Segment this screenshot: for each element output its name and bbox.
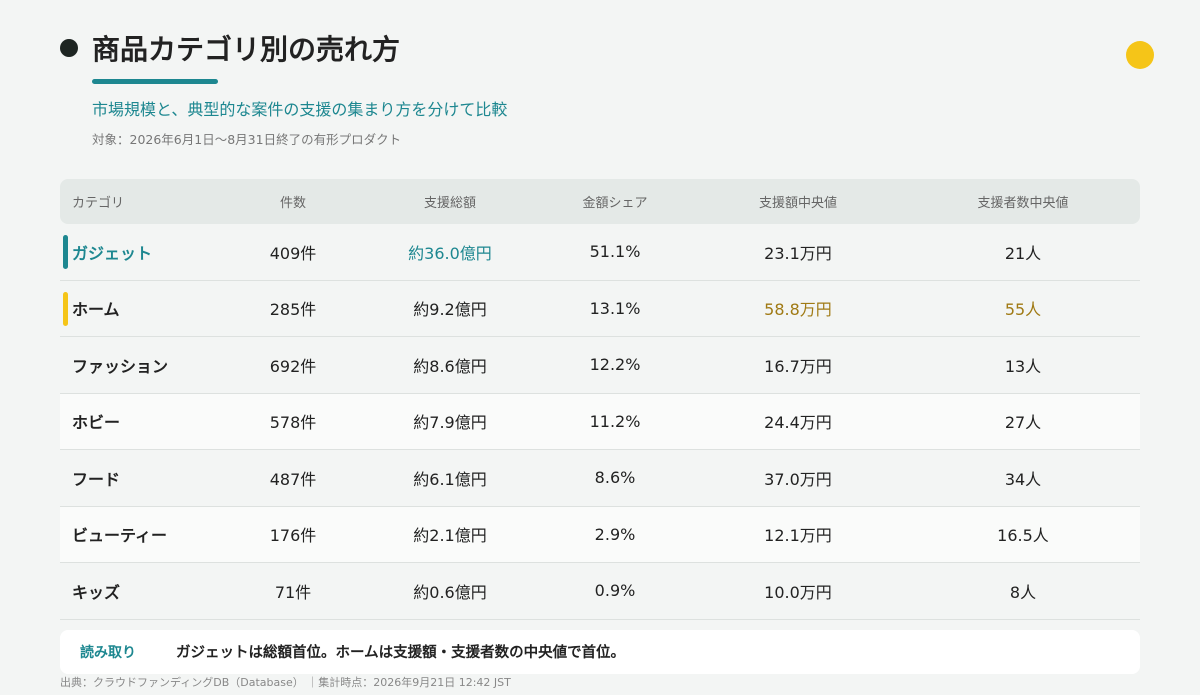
column-header: カテゴリ (72, 196, 125, 211)
table-row: ホビー 578件 約7.9億円 11.2% 24.4万円 27人 (60, 393, 1140, 450)
value-cell: 約9.2億円 (413, 300, 487, 320)
value-cell: 約2.1億円 (413, 526, 487, 546)
category-cell: キッズ (72, 582, 121, 602)
category-cell: フード (72, 469, 121, 489)
value-cell: 約36.0億円 (408, 243, 492, 263)
value-cell: 13.1% (589, 298, 641, 318)
value-cell: 10.0万円 (764, 582, 832, 602)
underline (92, 79, 218, 84)
value-cell: 23.1万円 (764, 243, 832, 263)
column-header: 支援額中央値 (758, 196, 837, 211)
value-cell: 11.2% (589, 411, 641, 431)
category-cell: ホビー (72, 413, 121, 433)
category-cell: ガジェット (72, 243, 153, 263)
value-cell: 約6.1億円 (413, 469, 487, 489)
value-cell: 58.8万円 (764, 300, 832, 320)
subtitle: 市場規模と、典型的な案件の支援の集まり方を分けて比較 (92, 100, 508, 119)
category-cell: ビューティー (72, 526, 168, 546)
value-cell: 13人 (1004, 356, 1042, 376)
value-cell: 12.2% (589, 355, 641, 375)
column-header: 件数 (279, 196, 306, 211)
value-cell: 8.6% (594, 468, 636, 488)
value-cell: 409件 (269, 243, 317, 263)
value-cell: 約0.6億円 (413, 582, 487, 602)
note: 対象：2026年6月1日〜8月31日終了の有形プロダクト (92, 132, 402, 147)
table-row: ガジェット 409件 約36.0億円 51.1% 23.1万円 21人 (60, 224, 1140, 281)
row-marker (63, 235, 68, 269)
value-cell: 約8.6億円 (413, 356, 487, 376)
value-cell: 692件 (269, 356, 317, 376)
row-marker (63, 291, 68, 326)
value-cell: 285件 (269, 300, 317, 320)
table-row: キッズ 71件 約0.6億円 0.9% 10.0万円 8人 (60, 563, 1140, 620)
table: カテゴリ 件数 支援総額 金額シェア 支援額中央値 支援者数中央値ガジェット 409件 約36… (60, 179, 1140, 620)
value-cell: 51.1% (589, 242, 641, 262)
value-cell: 24.4万円 (764, 413, 832, 433)
value-cell: 16.7万円 (764, 356, 832, 376)
table-row: ファッション 692件 約8.6億円 12.2% 16.7万円 13人 (60, 337, 1140, 394)
column-header: 支援総額 (423, 196, 476, 211)
value-cell: 約7.9億円 (413, 413, 487, 433)
value-cell: 21人 (1004, 243, 1042, 263)
table-row: ビューティー 176件 約2.1億円 2.9% 12.1万円 16.5人 (60, 506, 1140, 563)
accent-dot (1126, 41, 1154, 69)
value-cell: 487件 (269, 469, 317, 489)
category-cell: ファッション (72, 356, 169, 376)
value-cell: 2.9% (594, 524, 636, 544)
bullet (60, 39, 78, 57)
takeaway-text: ガジェットは総額首位。ホームは支援額・支援者数の中央値で首位。 (176, 645, 626, 661)
table-row: ホーム 285件 約9.2億円 13.1% 58.8万円 55人 (60, 281, 1140, 337)
source: 出典：クラウドファンディングDB（Database） ｜集計時点：2026年9月… (60, 676, 511, 689)
value-cell: 0.9% (594, 581, 636, 601)
value-cell: 34人 (1004, 469, 1042, 489)
value-cell: 176件 (269, 526, 317, 546)
category-cell: ホーム (72, 300, 120, 320)
value-cell: 12.1万円 (764, 526, 832, 546)
column-header: 支援者数中央値 (977, 196, 1069, 211)
column-header: 金額シェア (582, 196, 648, 211)
table-row: フード 487件 約6.1億円 8.6% 37.0万円 34人 (60, 450, 1140, 507)
value-cell: 16.5人 (997, 526, 1049, 546)
header-row: カテゴリ 件数 支援総額 金額シェア 支援額中央値 支援者数中央値 (60, 179, 1140, 224)
value-cell: 55人 (1004, 300, 1042, 320)
takeaway-label: 読み取り (80, 645, 136, 661)
takeaway: 読み取り ガジェットは総額首位。ホームは支援額・支援者数の中央値で首位。 (60, 630, 1140, 674)
value-cell: 578件 (269, 413, 317, 433)
value-cell: 37.0万円 (764, 469, 832, 489)
value-cell: 71件 (274, 582, 312, 602)
value-cell: 8人 (1009, 582, 1037, 602)
title: 商品カテゴリ別の売れ方 (92, 33, 401, 66)
value-cell: 27人 (1004, 413, 1042, 433)
